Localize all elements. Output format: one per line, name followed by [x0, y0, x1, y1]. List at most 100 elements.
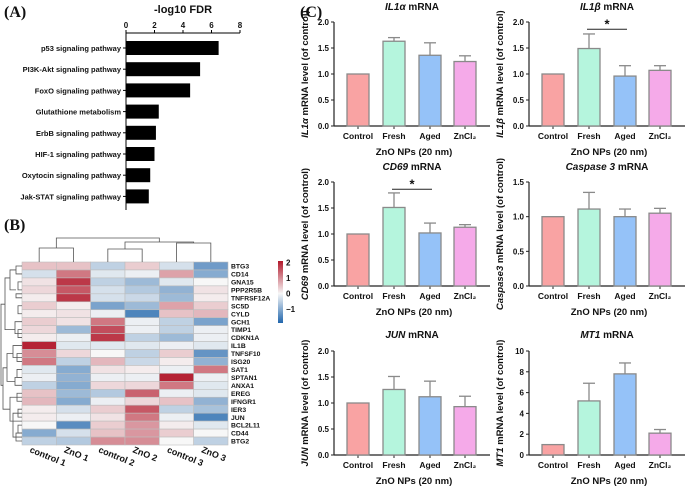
heatmap-cell — [56, 317, 91, 326]
heatmap-cell — [21, 373, 57, 382]
heatmap-cell — [193, 436, 229, 446]
heatmap-cell — [21, 285, 57, 295]
x-tick-label: 0 — [124, 21, 129, 30]
heatmap-cell — [193, 317, 229, 326]
title-suffix: mRNA — [600, 330, 633, 341]
x-tick-label: Fresh — [577, 291, 600, 301]
heatmap-cell — [21, 357, 57, 366]
bar — [382, 206, 406, 287]
heatmap-cell — [56, 365, 91, 374]
bar — [126, 62, 201, 77]
heatmap-cell — [193, 420, 229, 430]
row-label: CD14 — [231, 272, 249, 279]
y-tick-label: 0.5 — [318, 256, 330, 265]
heatmap-cell — [56, 396, 91, 406]
row-label: BTG3 — [231, 264, 249, 271]
x-tick-label: 6 — [209, 21, 214, 30]
heatmap-cell — [90, 317, 126, 326]
row-label: IL1B — [231, 343, 246, 350]
y-tick-label: 1.0 — [318, 230, 330, 239]
x-tick-label: Fresh — [577, 131, 600, 141]
heatmap-cell — [159, 412, 194, 422]
bar — [382, 388, 406, 456]
bar — [577, 47, 601, 127]
x-axis-label: ZnO NPs (20 nm) — [571, 476, 648, 487]
row-dendrogram — [14, 376, 22, 386]
heatmap-cell — [90, 293, 126, 303]
column-label: ZnO 2 — [131, 445, 158, 464]
heatmap-cell — [124, 404, 160, 414]
chart-title: MT1 mRNA — [580, 330, 633, 341]
heatmap-cell — [193, 341, 229, 350]
ylabel-gene: JUN — [300, 446, 311, 466]
ylabel-gene: IL1β — [495, 118, 506, 138]
heatmap-cell — [124, 261, 160, 271]
y-tick-label: 0.0 — [318, 451, 330, 460]
heatmap-cell — [56, 420, 91, 430]
heatmap-cell — [159, 428, 194, 438]
row-dendrogram — [9, 269, 16, 291]
title-suffix: mRNA — [406, 2, 439, 13]
row-label: IFNGR1 — [231, 399, 256, 406]
heatmap-cell — [124, 317, 160, 326]
bar — [346, 73, 370, 127]
ylabel-suffix: mRNA level (of control) — [495, 340, 506, 448]
heatmap-cell — [21, 277, 57, 287]
row-label: TNFSF10 — [231, 351, 261, 358]
color-legend-label: 2 — [286, 259, 291, 268]
heatmap-cell — [90, 309, 126, 318]
heatmap-cell — [193, 269, 229, 279]
heatmap-cell — [159, 373, 194, 382]
heatmap-cell — [159, 381, 194, 390]
x-tick-label: Control — [343, 131, 373, 141]
heatmap-cell — [90, 404, 126, 414]
heatmap-cell — [90, 381, 126, 390]
bar — [346, 233, 370, 287]
y-tick-label: 1.0 — [513, 213, 525, 222]
heatmap-cell — [124, 436, 160, 446]
y-tick-label: 4 — [520, 409, 525, 418]
heatmap-cell — [124, 325, 160, 334]
heatmap-cell — [193, 381, 229, 390]
heatmap-cell — [21, 333, 57, 342]
panel-label-a: (A) — [4, 4, 26, 21]
row-label: BTG2 — [231, 439, 249, 446]
ylabel-suffix: mRNA level (of control) — [495, 10, 506, 118]
x-tick-label: Aged — [614, 131, 635, 141]
bar — [613, 75, 637, 127]
heatmap-cell — [159, 309, 194, 318]
bar — [541, 73, 565, 127]
row-label: ISG20 — [231, 359, 250, 366]
heatmap-cell — [193, 293, 229, 303]
title-gene: CD69 — [383, 162, 409, 173]
heatmap-cell — [193, 389, 229, 398]
bar — [126, 83, 191, 98]
heatmap-cell — [21, 436, 57, 446]
heatmap-cell — [56, 341, 91, 350]
row-label: TNFRSF12A — [231, 295, 270, 302]
heatmap-cell — [90, 341, 126, 350]
y-tick-label: 8 — [520, 368, 525, 377]
y-tick-label: 0 — [520, 451, 525, 460]
heatmap-cell — [56, 309, 91, 318]
category-label: HIF-1 signaling pathway — [35, 150, 122, 159]
bar — [126, 189, 149, 204]
x-axis-label: ZnO NPs (20 nm) — [571, 307, 648, 318]
heatmap-cell — [124, 269, 160, 279]
x-tick-label: Aged — [614, 291, 635, 301]
x-tick-label: Aged — [419, 460, 440, 470]
y-tick-label: 10 — [515, 347, 524, 356]
heatmap-cell — [56, 436, 91, 446]
y-tick-label: 1.5 — [318, 44, 330, 53]
bar — [453, 405, 477, 456]
heatmap-cell — [90, 396, 126, 406]
x-tick-label: Aged — [419, 131, 440, 141]
bar — [648, 69, 672, 127]
x-tick-label: 8 — [238, 21, 243, 30]
bar — [541, 443, 565, 456]
heatmap-cell — [90, 269, 126, 279]
bar — [541, 216, 565, 287]
